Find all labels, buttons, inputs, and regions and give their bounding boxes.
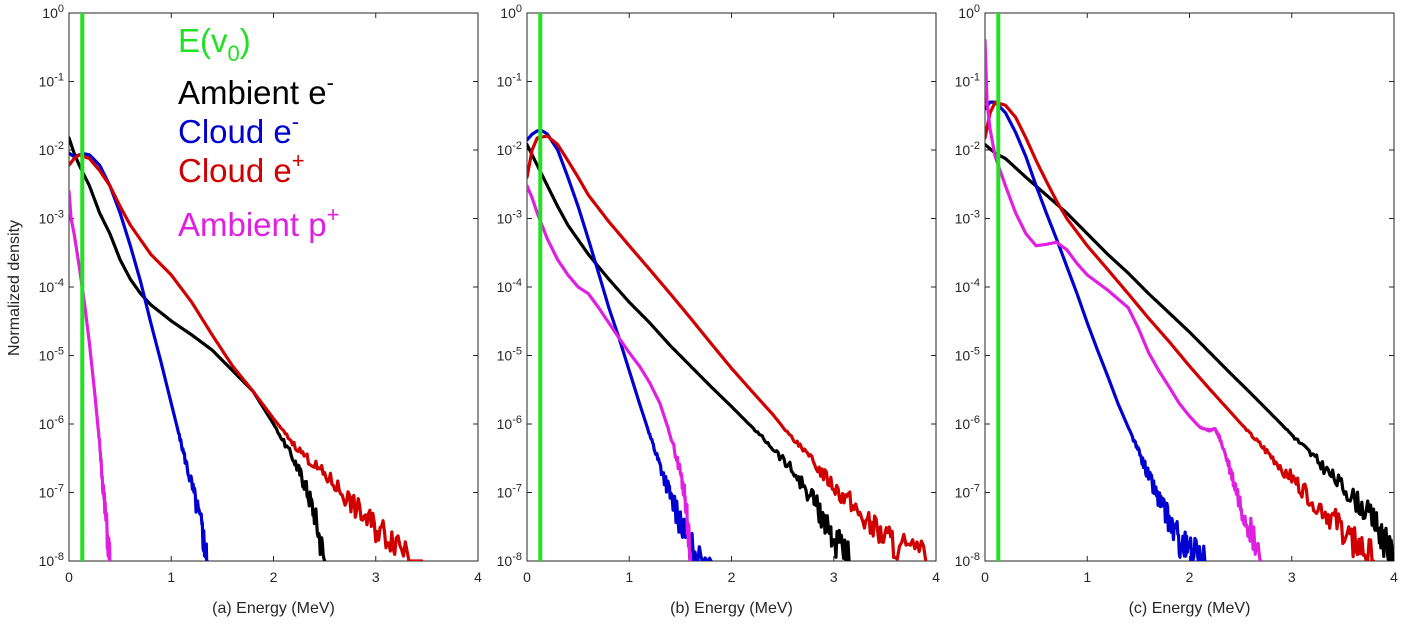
x-tick-label: 2	[270, 569, 278, 585]
y-tick-label: 10-3	[955, 209, 980, 227]
y-tick-label: 10-8	[39, 551, 64, 569]
panels: 0 1 2 3 410010-110-210-310-410-510-610-710-8…	[39, 3, 1398, 617]
y-tick-label: 10-5	[955, 346, 980, 364]
panel-a: 0 1 2 3 4 100 10-1 10-2 10-3 10-4 10-5 10-6 10-7 10-8…	[39, 3, 482, 617]
series-line	[527, 184, 693, 561]
x-tick-label: 2	[1186, 569, 1194, 585]
y-tick-label: 10-4	[39, 277, 64, 295]
legend-entry: Cloud e+	[178, 148, 305, 189]
x-tick-label: 3	[1288, 569, 1296, 585]
y-tick-label: 10-3	[497, 209, 522, 227]
x-tick-label: 1	[1083, 569, 1091, 585]
y-tick-label: 10-4	[497, 277, 522, 295]
plot-frame	[526, 12, 937, 562]
y-tick-label: 100	[500, 3, 522, 21]
x-tick-label: 1	[625, 569, 633, 585]
x-tick-label: 0	[523, 569, 531, 585]
y-tick-label: 10-8	[955, 551, 980, 569]
series-line	[527, 134, 928, 561]
y-tick-label: 10-6	[39, 414, 64, 432]
y-tick-label: 10-8	[497, 551, 522, 569]
series-line	[69, 189, 112, 561]
series-line	[985, 100, 1376, 561]
y-tick-label: 10-5	[497, 346, 522, 364]
y-tick-label: 100	[42, 3, 64, 21]
series-line	[985, 38, 1263, 561]
x-tick-label: 2	[728, 569, 736, 585]
y-axis-label: Normalized density	[6, 220, 23, 356]
x-axis-label: (b) Energy (MeV)	[670, 600, 793, 617]
y-tick-label: 10-2	[39, 140, 64, 158]
series-line	[985, 142, 1394, 561]
legend-entry: Ambient e-	[178, 70, 334, 111]
x-tick-label: 4	[1390, 569, 1398, 585]
y-tick-label: 100	[958, 3, 980, 21]
y-tick-label: 10-6	[955, 414, 980, 432]
y-tick-label: 10-7	[39, 483, 64, 501]
x-tick-label: 3	[372, 569, 380, 585]
legend-entry: Cloud e-	[178, 109, 299, 150]
y-tick-label: 10-3	[39, 209, 64, 227]
y-tick-label: 10-1	[39, 72, 64, 90]
x-tick-label: 0	[65, 569, 73, 585]
series-line	[527, 129, 713, 561]
y-tick-label: 10-2	[497, 140, 522, 158]
panel-c: 0 1 2 3 4 100 10-1 10-2 10-3 10-4 10-5 10-6 10-7 10-8…	[955, 3, 1398, 617]
panel-b: 0 1 2 3 4 100 10-1 10-2 10-3 10-4 10-5 10-6 10-7 10-8…	[497, 3, 940, 617]
y-tick-label: 10-1	[955, 72, 980, 90]
y-tick-label: 10-7	[497, 483, 522, 501]
x-tick-label: 4	[932, 569, 940, 585]
y-tick-label: 10-2	[955, 140, 980, 158]
y-tick-label: 10-7	[955, 483, 980, 501]
y-tick-label: 10-4	[955, 277, 980, 295]
x-axis-label: (a) Energy (MeV)	[212, 600, 335, 617]
x-tick-label: 0	[981, 569, 989, 585]
series-line	[69, 136, 327, 561]
series-line	[527, 142, 851, 561]
legend-entry: Ambient p+	[178, 202, 339, 243]
y-tick-label: 10-1	[497, 72, 522, 90]
legend: E(v0)Ambient e-Cloud e-Cloud e+ Ambient p…	[178, 22, 339, 243]
series-line	[69, 153, 424, 561]
x-axis-label: (c) Energy (MeV)	[1129, 600, 1251, 617]
y-tick-label: 10-5	[39, 346, 64, 364]
x-tick-label: 4	[474, 569, 482, 585]
x-tick-label: 1	[167, 569, 175, 585]
legend-entry: E(v0)	[178, 22, 251, 66]
x-tick-label: 3	[830, 569, 838, 585]
series-line	[985, 100, 1207, 561]
y-tick-label: 10-6	[497, 414, 522, 432]
